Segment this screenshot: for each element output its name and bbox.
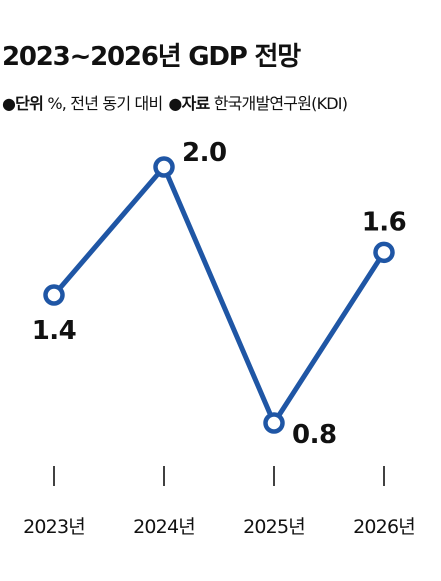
chart-meta: ●단위 %, 전년 동기 대비 ●자료 한국개발연구원(KDI) xyxy=(2,90,348,114)
data-point-2 xyxy=(263,412,285,434)
x-tick-label-0: 2023년 xyxy=(23,516,85,538)
data-point-1 xyxy=(153,156,175,178)
source-value: 한국개발연구원(KDI) xyxy=(213,94,348,113)
chart-title: 2023~2026년 GDP 전망 xyxy=(2,42,301,72)
data-label-0: 1.4 xyxy=(32,316,77,346)
data-label-1: 2.0 xyxy=(182,138,227,168)
x-tick-label-2: 2025년 xyxy=(243,516,305,538)
data-label-3: 1.6 xyxy=(362,207,407,237)
x-axis-ticks xyxy=(53,466,385,486)
data-point-0 xyxy=(43,284,65,306)
x-tick-label-1: 2024년 xyxy=(133,516,195,538)
series-line-layer xyxy=(51,164,387,426)
data-label-2: 0.8 xyxy=(292,420,337,450)
x-tick-label-3: 2026년 xyxy=(353,516,415,538)
unit-value: %, 전년 동기 대비 xyxy=(47,94,163,113)
x-axis-labels: 2023년 2024년 2025년 2026년 xyxy=(23,516,416,538)
unit-label: 단위 xyxy=(15,94,44,113)
markers-layer xyxy=(43,156,395,434)
data-labels-layer: 1.4 2.0 0.8 1.6 xyxy=(32,138,407,450)
series-line xyxy=(51,164,387,426)
unit-bullet: ● xyxy=(2,94,16,113)
source-label: 자료 xyxy=(181,94,211,113)
data-point-3 xyxy=(373,241,395,264)
source-bullet: ● xyxy=(168,94,182,113)
